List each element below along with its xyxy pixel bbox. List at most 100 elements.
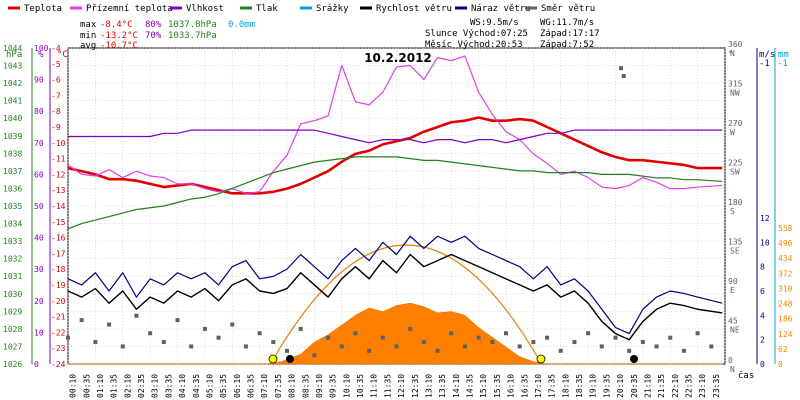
- info-moon-set: Západ:7:52: [540, 40, 594, 50]
- info-wg: WG:11.7m/s: [540, 18, 594, 28]
- wind-direction-point: [298, 326, 303, 331]
- tick-direction-label: W: [730, 128, 735, 137]
- tick-humidity: 0: [34, 360, 39, 369]
- top-ms: -1: [759, 59, 770, 69]
- tick-temperature: -20: [51, 297, 66, 306]
- tick-pressure: 1044: [3, 44, 22, 53]
- wind-direction-point: [621, 74, 626, 79]
- solar-area: [68, 302, 723, 365]
- tick-time: 13:10: [424, 374, 433, 398]
- stat-min-temp: -13.2°C: [100, 31, 138, 41]
- series-line-teplota: [67, 116, 723, 195]
- tick-time: 21:35: [657, 374, 666, 398]
- tick-pressure: 1028: [3, 325, 22, 334]
- tick-solar: 186: [778, 315, 793, 324]
- tick-pressure: 1026: [3, 360, 22, 369]
- tick-time: 04:10: [178, 374, 187, 398]
- tick-humidity: 90: [34, 76, 44, 85]
- tick-temperature: -14: [51, 202, 66, 211]
- tick-temperature: -13: [51, 186, 66, 195]
- tick-time: 11:35: [383, 374, 392, 398]
- tick-pressure: 1037: [3, 167, 22, 176]
- stat-max-pres: 1037.8hPa: [168, 20, 217, 30]
- tick-time: 01:10: [96, 374, 105, 398]
- tick-direction-deg: 360: [728, 40, 743, 49]
- tick-direction-deg: 315: [728, 80, 743, 89]
- unit-pct: %: [38, 50, 44, 60]
- tick-pressure: 1035: [3, 202, 22, 211]
- unit-ms: m/s: [759, 50, 775, 60]
- series-layer: [66, 55, 723, 358]
- series-line-n-raz-v-tru: [67, 235, 723, 335]
- tick-humidity: 40: [34, 234, 44, 243]
- wind-direction-point: [613, 335, 618, 340]
- tick-time: 20:10: [616, 374, 625, 398]
- legend-label: Náraz větru: [471, 4, 531, 14]
- wind-direction-point: [230, 322, 235, 327]
- tick-time: 06:35: [247, 374, 256, 398]
- wind-direction-point: [326, 335, 331, 340]
- wind-direction-point: [216, 335, 221, 340]
- wind-direction-point: [462, 344, 467, 349]
- tick-time: 18:35: [575, 374, 584, 398]
- tick-time: 06:10: [233, 374, 242, 398]
- tick-time: 11:10: [370, 374, 379, 398]
- tick-time: 07:10: [260, 374, 269, 398]
- wind-direction-point: [490, 340, 495, 345]
- info-sun: Slunce Východ:07:25: [425, 29, 528, 39]
- stat-max-rain: 0.0mm: [228, 20, 255, 30]
- tick-time: 16:10: [507, 374, 516, 398]
- tick-solar: 496: [778, 239, 793, 248]
- info-moon: Měsíc Východ:20:53: [425, 40, 523, 50]
- tick-pressure: 1042: [3, 79, 22, 88]
- wind-direction-point: [421, 340, 426, 345]
- tick-direction-deg: 90: [728, 277, 738, 286]
- stat-max-label: max: [80, 20, 97, 30]
- wind-direction-point: [695, 331, 700, 336]
- tick-humidity: 80: [34, 107, 44, 116]
- tick-direction-label: E: [730, 286, 735, 295]
- wind-direction-point: [120, 344, 125, 349]
- tick-temperature: -7: [51, 91, 61, 100]
- tick-direction-label: SE: [730, 247, 740, 256]
- tick-direction-label: SW: [730, 168, 740, 177]
- info-sun-set: Západ:17:17: [540, 29, 600, 39]
- tick-time: 15:10: [479, 374, 488, 398]
- wind-direction-point: [709, 344, 714, 349]
- tick-time: 05:10: [205, 374, 214, 398]
- sunset-icon: [536, 354, 546, 364]
- unit-deg: °: [728, 50, 733, 60]
- tick-time: 12:35: [411, 374, 420, 398]
- wind-direction-point: [586, 331, 591, 336]
- tick-wind: 10: [760, 238, 770, 247]
- tick-time: 14:35: [466, 374, 475, 398]
- wind-direction-point: [161, 340, 166, 345]
- stat-avg-temp: -10.7°C: [100, 41, 138, 51]
- wind-direction-point: [175, 318, 180, 323]
- wind-direction-point: [572, 340, 577, 345]
- tick-pressure: 1030: [3, 290, 22, 299]
- wind-direction-point: [531, 340, 536, 345]
- wind-direction-point: [148, 331, 153, 336]
- wind-direction-point: [93, 340, 98, 345]
- wind-direction-point: [79, 318, 84, 323]
- tick-time: 14:10: [452, 374, 461, 398]
- axis-units: hPa % °C ° m/s mm -1 -1 čas: [6, 50, 789, 381]
- tick-humidity: 20: [34, 297, 44, 306]
- top-mm: -1: [777, 59, 788, 69]
- tick-direction-deg: 0: [728, 356, 733, 365]
- tick-temperature: -4: [51, 44, 61, 53]
- tick-time: 22:10: [671, 374, 680, 398]
- stats-block: max -8.4°C 80% 1037.8hPa 0.0mm min -13.2…: [80, 20, 255, 51]
- tick-pressure: 1043: [3, 62, 22, 71]
- tick-temperature: -9: [51, 123, 61, 132]
- tick-time: 22:35: [685, 374, 694, 398]
- moonset-icon: [286, 355, 294, 363]
- tick-direction-label: S: [730, 207, 735, 216]
- tick-time: 00:35: [82, 374, 91, 398]
- tick-direction-deg: 180: [728, 198, 743, 207]
- stat-min-hum: 70%: [145, 31, 162, 41]
- tick-wind: 2: [760, 336, 765, 345]
- tick-direction-label: N: [730, 365, 735, 374]
